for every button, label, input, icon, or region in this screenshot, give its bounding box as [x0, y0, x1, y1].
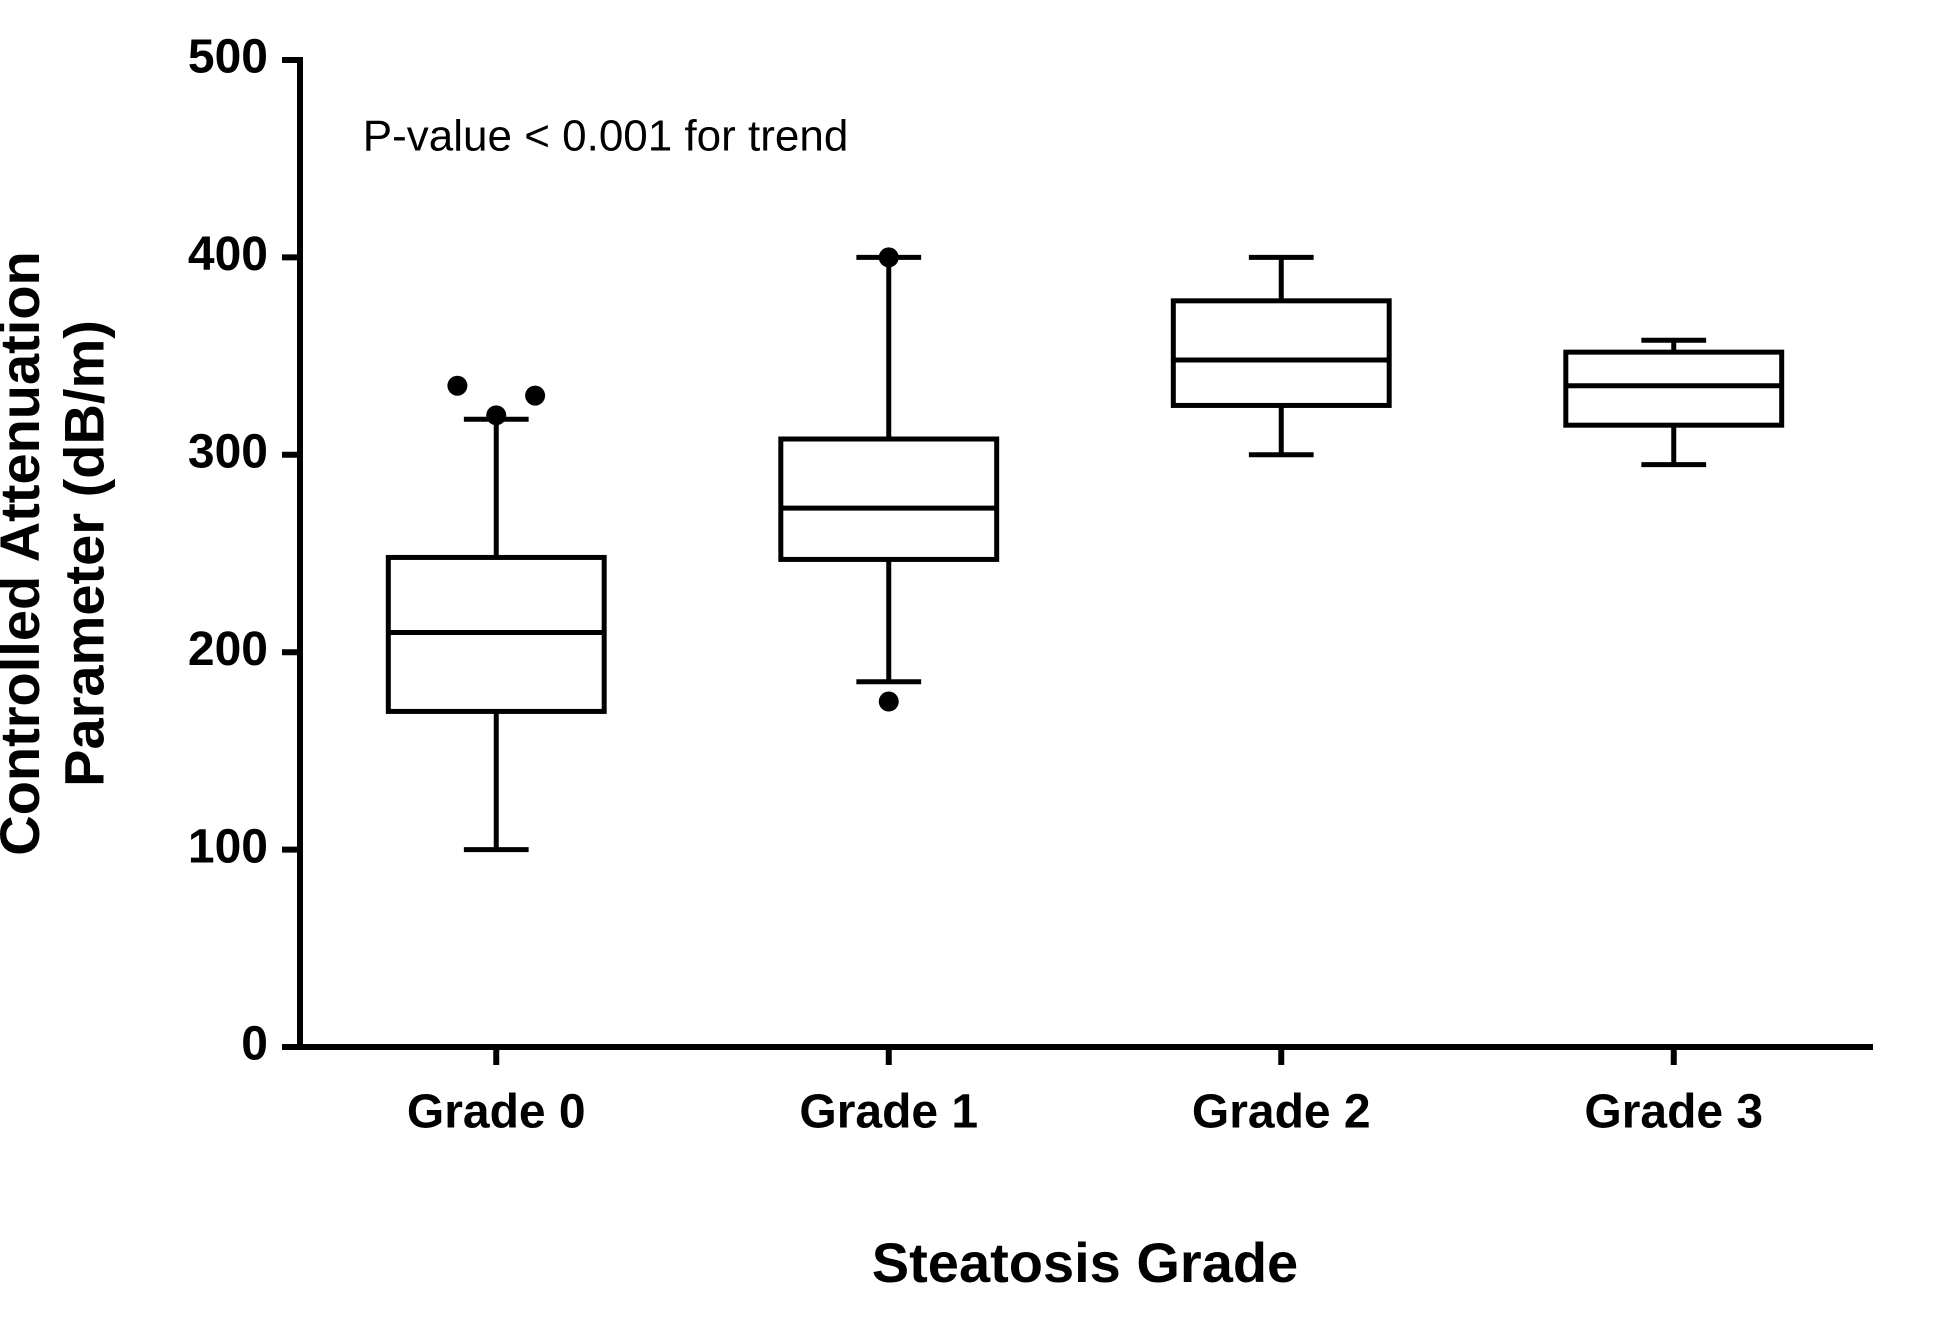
y-tick-label: 200	[188, 623, 268, 676]
x-tick-label: Grade 3	[1584, 1086, 1763, 1139]
y-tick-label: 0	[241, 1018, 268, 1071]
x-axis-label: Steatosis Grade	[872, 1231, 1298, 1294]
x-tick-label: Grade 0	[407, 1086, 586, 1139]
y-tick-label: 300	[188, 425, 268, 478]
boxplot-chart: 0 100 200 300 400 500 Grade 0 Grade 1 Grade 2 Gra…	[0, 0, 1950, 1337]
annotation-text: P-value < 0.001 for trend	[363, 112, 849, 161]
y-axis-label: Controlled AttenuationParameter (dB/m)	[0, 251, 116, 856]
y-tick-label: 100	[188, 820, 268, 873]
x-tick-label: Grade 2	[1192, 1086, 1371, 1139]
y-tick-label: 400	[188, 228, 268, 281]
y-tick-label: 500	[188, 31, 268, 84]
x-tick-label: Grade 1	[799, 1086, 978, 1139]
